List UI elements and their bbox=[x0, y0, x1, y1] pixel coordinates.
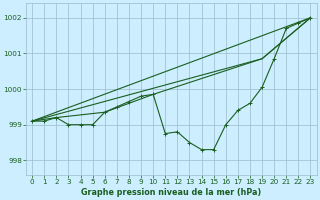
X-axis label: Graphe pression niveau de la mer (hPa): Graphe pression niveau de la mer (hPa) bbox=[81, 188, 261, 197]
